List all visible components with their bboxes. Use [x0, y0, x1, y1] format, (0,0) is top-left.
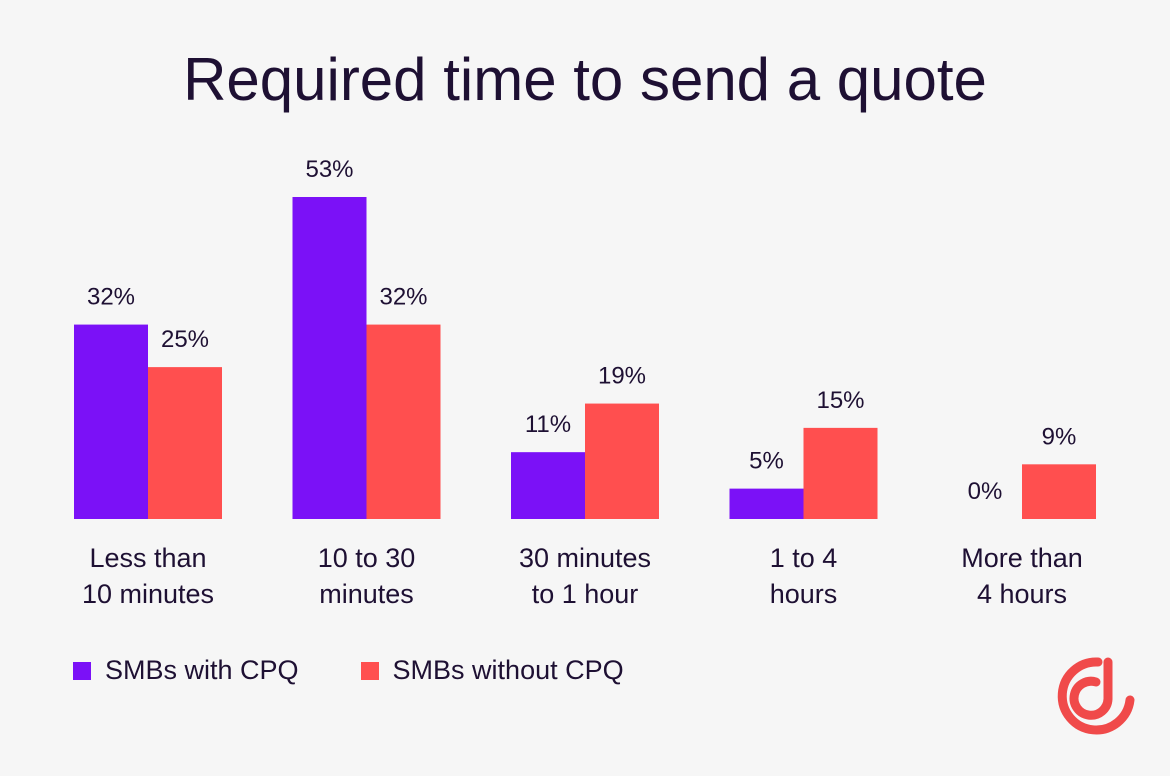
- bar-chart: 32% 25% 53% 32% 11% 19% 5% 15% 0% 9% Less than 10 …: [74, 156, 1096, 609]
- category-label-1-line-1: minutes: [319, 579, 414, 609]
- legend-swatch-with-cpq: [73, 661, 91, 680]
- legend-label-with-cpq: SMBs with CPQ: [105, 655, 299, 685]
- bar-without-cpq-0: [148, 367, 222, 519]
- category-label-2-line-1: to 1 hour: [532, 579, 639, 609]
- bar-without-cpq-3: [803, 427, 878, 519]
- value-label-with-cpq-2: 11%: [525, 411, 571, 438]
- value-label-without-cpq-4: 9%: [1042, 423, 1077, 450]
- legend-item-with-cpq: SMBs with CPQ: [73, 655, 299, 686]
- legend-item-without-cpq: SMBs without CPQ: [360, 655, 624, 686]
- value-label-with-cpq-3: 5%: [749, 448, 784, 475]
- bar-with-cpq-1: [292, 197, 367, 519]
- value-label-without-cpq-2: 19%: [598, 363, 646, 390]
- category-label-0-line-0: Less than: [89, 543, 206, 573]
- value-label-without-cpq-0: 25%: [161, 326, 209, 353]
- legend-label-without-cpq: SMBs without CPQ: [392, 655, 624, 685]
- value-label-with-cpq-0: 32%: [87, 284, 135, 311]
- value-label-without-cpq-1: 32%: [379, 284, 427, 311]
- category-label-4-line-0: More than: [961, 543, 1083, 573]
- category-label-0-line-1: 10 minutes: [82, 579, 214, 609]
- company-logo-icon: [1057, 657, 1135, 735]
- bar-without-cpq-4: [1022, 464, 1096, 519]
- value-label-with-cpq-1: 53%: [305, 156, 353, 183]
- bar-without-cpq-1: [366, 324, 441, 519]
- category-label-3-line-0: 1 to 4: [770, 543, 838, 573]
- bar-with-cpq-0: [74, 324, 148, 519]
- category-label-3-line-1: hours: [770, 579, 838, 609]
- chart-title: Required time to send a quote: [183, 46, 987, 113]
- bar-with-cpq-3: [729, 488, 804, 519]
- value-label-without-cpq-3: 15%: [816, 387, 864, 414]
- bar-with-cpq-2: [511, 452, 585, 519]
- category-label-4-line-1: 4 hours: [977, 579, 1067, 609]
- bar-without-cpq-2: [585, 403, 659, 519]
- category-label-1-line-0: 10 to 30: [318, 543, 416, 573]
- legend: SMBs with CPQ SMBs without CPQ: [73, 655, 686, 686]
- legend-swatch-without-cpq: [360, 661, 379, 680]
- category-label-2-line-0: 30 minutes: [519, 543, 651, 573]
- value-label-with-cpq-4: 0%: [968, 478, 1003, 505]
